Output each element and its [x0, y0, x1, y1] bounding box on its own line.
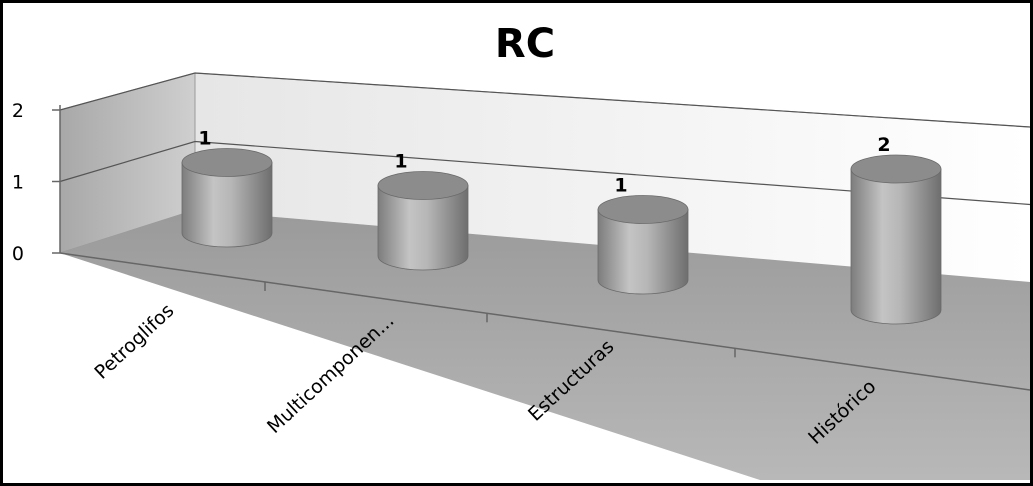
data-label: 1	[614, 175, 627, 197]
data-label: 2	[877, 134, 890, 156]
gridline-2	[59, 72, 1031, 128]
x-axis	[59, 252, 1031, 391]
y-tick-label: 0	[12, 243, 24, 265]
y-axis: 0 1 2	[12, 100, 61, 265]
y-tick-label: 2	[12, 100, 24, 122]
bars	[181, 148, 942, 325]
bar-top	[850, 154, 942, 184]
bar-top	[597, 195, 689, 224]
back-wall	[195, 73, 1030, 282]
bar-1	[181, 148, 273, 248]
bar-body	[377, 185, 469, 271]
gridline-1	[59, 140, 1031, 206]
data-label: 1	[198, 128, 211, 150]
chart-title: RC	[495, 21, 555, 67]
bar-top	[377, 171, 469, 200]
category-label: Petroglifos	[90, 300, 178, 384]
bar-2	[377, 171, 469, 271]
bar-body	[597, 209, 689, 295]
y-tick-label: 1	[12, 172, 24, 194]
x-axis-line	[59, 252, 1031, 391]
data-labels: 1 1 1 2	[198, 128, 890, 197]
bar-top	[181, 148, 273, 177]
floor	[60, 210, 1030, 480]
bar-body	[850, 168, 942, 325]
bar-3	[597, 195, 689, 295]
gridlines	[59, 72, 1031, 206]
bar-4	[850, 154, 942, 325]
bar-body	[181, 162, 273, 248]
data-label: 1	[394, 151, 407, 173]
